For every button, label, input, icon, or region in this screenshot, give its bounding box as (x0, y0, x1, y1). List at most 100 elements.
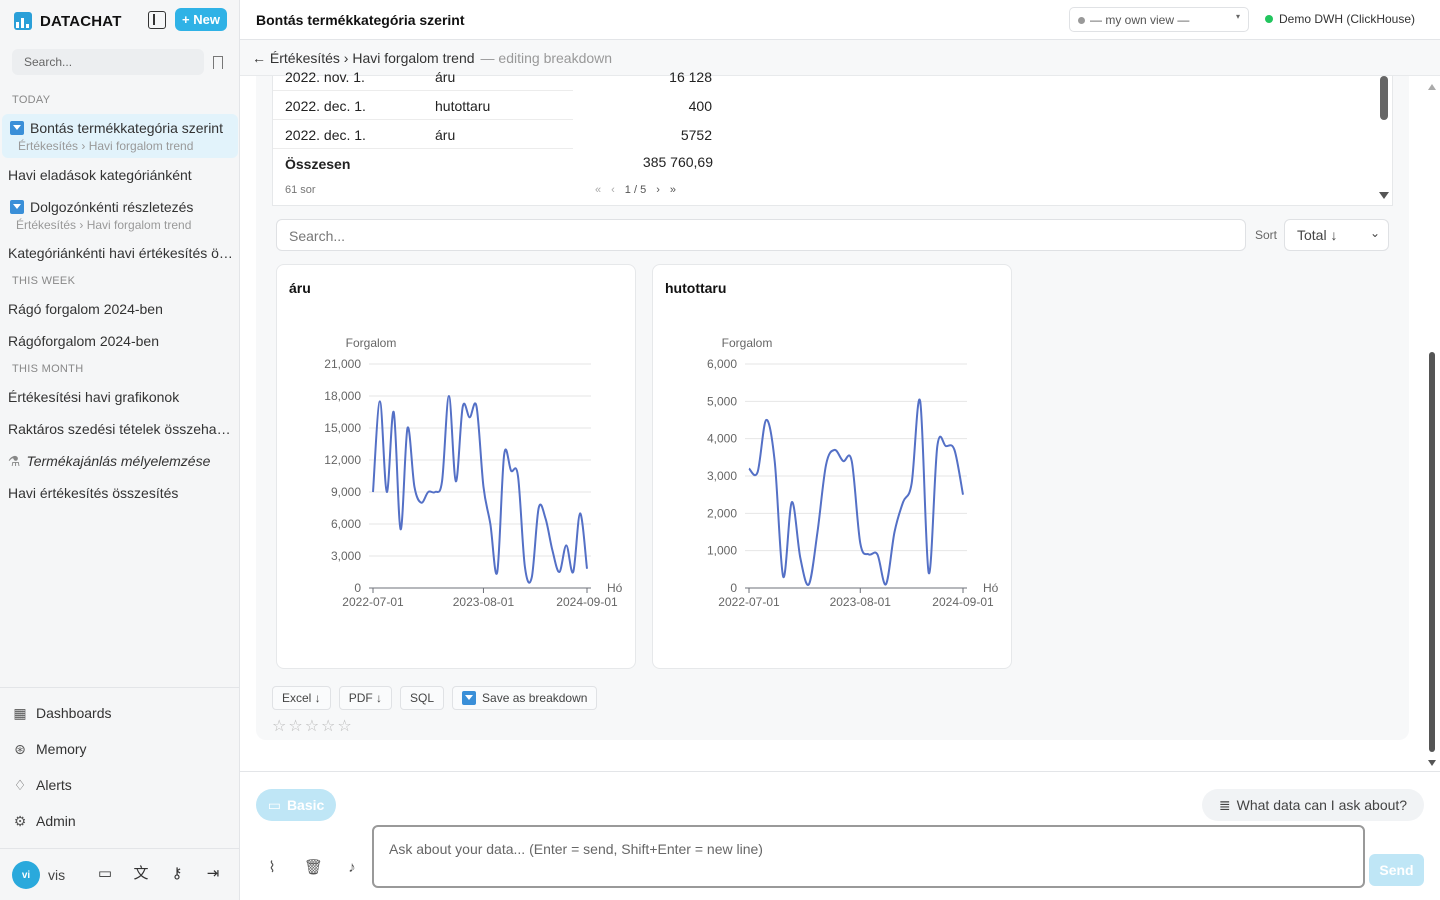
user-name: vis (48, 867, 66, 883)
key-icon[interactable]: ⚷ (171, 865, 183, 882)
view-select[interactable]: — my own view — ▾ (1069, 7, 1249, 32)
table-row: 2022. nov. 1. áru (273, 62, 573, 91)
chart-title: hutottaru (665, 280, 727, 296)
chart-card: áru Forgalom 0 3,000 6,000 9,000 12,000 15,000… (276, 264, 636, 669)
breakdown-icon (10, 200, 24, 214)
sidebar-item[interactable]: Havi értékesítés összesítés (8, 485, 179, 501)
connection-status[interactable]: Demo DWH (ClickHouse) (1265, 12, 1415, 26)
sidebar-item-active[interactable]: Bontás termékkategória szerint Értékesít… (2, 114, 238, 158)
sidebar-item-label: Dolgozónkénti részletezés (30, 199, 194, 215)
logout-icon[interactable]: ⇥ (206, 865, 220, 882)
line-chart: Forgalom 0 3,000 6,000 9,000 12,000 15,000 18,0… (324, 336, 623, 609)
sidebar-item[interactable]: Havi eladások kategóriánként (8, 167, 192, 183)
mode-basic-button[interactable]: ▭ Basic (256, 789, 336, 821)
prompt-input[interactable]: Ask about your data... (Enter = send, Sh… (372, 825, 1365, 888)
breakdown-panel: 2022. nov. 1. áru 16 128 2022. dec. 1. hut… (256, 69, 1409, 740)
y-tick-label: 21,000 (324, 357, 361, 371)
microphone-icon[interactable]: ♪ (348, 859, 356, 876)
what-can-i-ask-button[interactable]: ≣ What data can I ask about? (1202, 789, 1424, 821)
sidebar-item-sub: Értékesítés › Havi forgalom trend (16, 218, 192, 232)
rating-stars[interactable]: ☆☆☆☆☆ (272, 718, 354, 735)
y-tick-label: 15,000 (324, 421, 361, 435)
table-row: 2022. dec. 1. hutottaru (273, 91, 573, 120)
cell-date: 2022. nov. 1. (285, 69, 365, 85)
sidebar-item[interactable]: Kategóriánkénti havi értékesítés összesí… (8, 245, 234, 261)
page-title: Bontás termékkategória szerint (256, 12, 465, 28)
nav-alerts[interactable]: ♢ Alerts (12, 777, 72, 793)
breakdown-icon (462, 691, 477, 705)
caret-down-icon: ▾ (1235, 12, 1240, 21)
action-bar: Excel ↓ PDF ↓ SQL Save as breakdown (272, 686, 598, 710)
sidebar-item[interactable]: Raktáros szedési tételek összehasonlítás (8, 421, 234, 437)
line-chart: Forgalom 0 1,000 2,000 3,000 4,000 5,000 6,000 2… (707, 336, 999, 609)
bottom-nav (0, 687, 240, 688)
page-scroll-down-icon[interactable] (1428, 760, 1436, 766)
translate-icon[interactable]: 文 (133, 865, 149, 882)
cell-date: 2022. dec. 1. (285, 127, 366, 143)
nav-dashboards[interactable]: ▦ Dashboards (12, 705, 112, 721)
bookmark-icon[interactable] (213, 56, 223, 69)
gear-icon: ⚙ (13, 813, 27, 829)
page-scrollbar[interactable] (1429, 352, 1435, 752)
first-page-icon[interactable]: « (595, 184, 602, 196)
sidebar-item[interactable]: Rágóforgalom 2024-ben (8, 333, 159, 349)
cell-category: áru (435, 69, 456, 85)
cell-category: áru (435, 127, 456, 143)
series-line (748, 398, 964, 586)
page-scroll-up-icon[interactable] (1428, 84, 1436, 90)
next-page-icon[interactable]: › (656, 184, 660, 196)
nav-memory[interactable]: ⊛ Memory (12, 741, 86, 757)
save-breakdown-label: Save as breakdown (482, 691, 588, 705)
nav-admin[interactable]: ⚙ Admin (12, 813, 76, 829)
nav-label: Dashboards (36, 705, 112, 721)
breadcrumb-path[interactable]: ← Értékesítés › Havi forgalom trend (252, 50, 475, 66)
y-tick-label: 0 (354, 581, 361, 595)
total-value: 385 760,69 (642, 154, 713, 170)
attach-icon[interactable]: ⌇ (268, 859, 276, 876)
sidebar-item-sub: Értékesítés › Havi forgalom trend (18, 139, 194, 153)
pagination: « ‹ 1 / 5 › » (595, 184, 676, 196)
scroll-down-icon[interactable] (1379, 192, 1389, 199)
row-count: 61 sor (285, 184, 316, 196)
table-scrollbar[interactable] (1380, 76, 1388, 120)
breadcrumb-mode: — editing breakdown (480, 50, 613, 66)
trash-icon[interactable]: 🗑 (304, 859, 324, 876)
breadcrumb: ← Értékesítés › Havi forgalom trend — edi… (240, 40, 1440, 76)
sidebar-item[interactable]: Dolgozónkénti részletezés Értékesítés › … (8, 199, 234, 239)
save-breakdown-button[interactable]: Save as breakdown (452, 686, 598, 710)
last-page-icon[interactable]: » (669, 184, 676, 196)
user-bar: vi vis ▭ 文 ⚷ ⇥ (0, 848, 240, 900)
data-table: 2022. nov. 1. áru 16 128 2022. dec. 1. hut… (272, 69, 1393, 206)
x-axis-label: Hó (607, 581, 623, 595)
database-icon: ≣ (1218, 796, 1231, 813)
new-chat-button[interactable]: + New (175, 8, 227, 31)
export-excel-button[interactable]: Excel ↓ (272, 686, 331, 710)
y-tick-label: 2,000 (707, 506, 737, 520)
sidebar-item[interactable]: Értékesítési havi grafikonok (8, 389, 180, 405)
sidebar-item[interactable]: Rágó forgalom 2024-ben (8, 301, 163, 317)
x-tick-label: 2024-09-01 (932, 595, 994, 609)
breakdown-search-input[interactable]: Search... (276, 219, 1246, 251)
avatar[interactable]: vi (12, 861, 40, 889)
send-button[interactable]: Send (1369, 854, 1424, 886)
sql-button[interactable]: SQL (400, 686, 445, 710)
y-tick-label: 3,000 (331, 549, 361, 563)
sort-value: Total ↓ (1297, 227, 1338, 243)
sidebar: DATACHAT + New Search... TODAY Bontás te… (0, 0, 240, 900)
sort-select[interactable]: Total ↓ ⌄ (1284, 219, 1389, 251)
monitor-icon[interactable]: ▭ (97, 865, 113, 882)
top-bar: Bontás termékkategória szerint — my own … (240, 0, 1440, 40)
collapse-sidebar-icon[interactable] (148, 11, 166, 29)
microscope-icon: ⚗ (8, 453, 21, 469)
export-pdf-button[interactable]: PDF ↓ (338, 686, 393, 710)
cell-value: 5752 (680, 127, 712, 143)
prev-page-icon[interactable]: ‹ (611, 184, 615, 196)
composer: ▭ Basic ≣ What data can I ask about? ⌇ 🗑 ♪… (240, 771, 1440, 900)
sort-label: Sort (1255, 228, 1278, 242)
brand[interactable]: DATACHAT (14, 10, 122, 32)
sidebar-item[interactable]: ⚗ Termékajánlás mélyelemzése (8, 453, 234, 470)
sidebar-search-input[interactable]: Search... (12, 49, 204, 75)
y-axis-label: Forgalom (722, 336, 773, 350)
breakdown-icon (10, 121, 24, 135)
